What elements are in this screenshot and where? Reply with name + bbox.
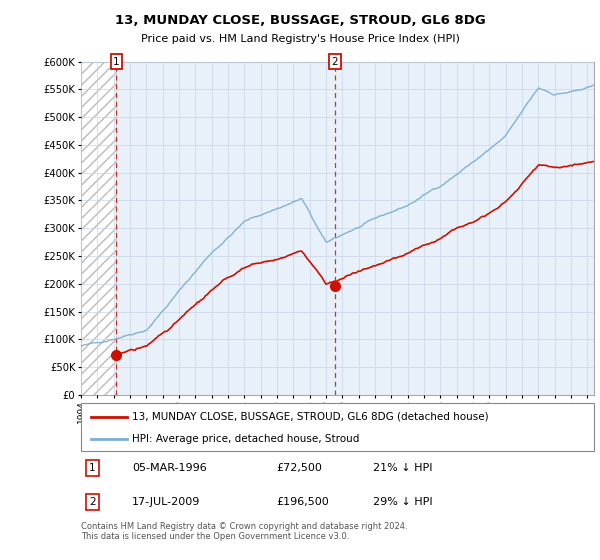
- Text: 17-JUL-2009: 17-JUL-2009: [133, 497, 200, 507]
- Text: This data is licensed under the Open Government Licence v3.0.: This data is licensed under the Open Gov…: [81, 532, 349, 541]
- Text: 05-MAR-1996: 05-MAR-1996: [133, 463, 207, 473]
- Text: 2: 2: [332, 57, 338, 67]
- Bar: [81, 62, 116, 395]
- Text: 13, MUNDAY CLOSE, BUSSAGE, STROUD, GL6 8DG: 13, MUNDAY CLOSE, BUSSAGE, STROUD, GL6 8…: [115, 14, 485, 27]
- Text: 2: 2: [89, 497, 95, 507]
- Text: Price paid vs. HM Land Registry's House Price Index (HPI): Price paid vs. HM Land Registry's House …: [140, 34, 460, 44]
- Text: £196,500: £196,500: [276, 497, 329, 507]
- Text: 1: 1: [113, 57, 120, 67]
- Text: 29% ↓ HPI: 29% ↓ HPI: [373, 497, 433, 507]
- Text: 1: 1: [89, 463, 95, 473]
- Text: 21% ↓ HPI: 21% ↓ HPI: [373, 463, 433, 473]
- Text: 13, MUNDAY CLOSE, BUSSAGE, STROUD, GL6 8DG (detached house): 13, MUNDAY CLOSE, BUSSAGE, STROUD, GL6 8…: [133, 412, 489, 422]
- Text: HPI: Average price, detached house, Stroud: HPI: Average price, detached house, Stro…: [133, 434, 359, 444]
- Text: £72,500: £72,500: [276, 463, 322, 473]
- Text: Contains HM Land Registry data © Crown copyright and database right 2024.: Contains HM Land Registry data © Crown c…: [81, 522, 407, 531]
